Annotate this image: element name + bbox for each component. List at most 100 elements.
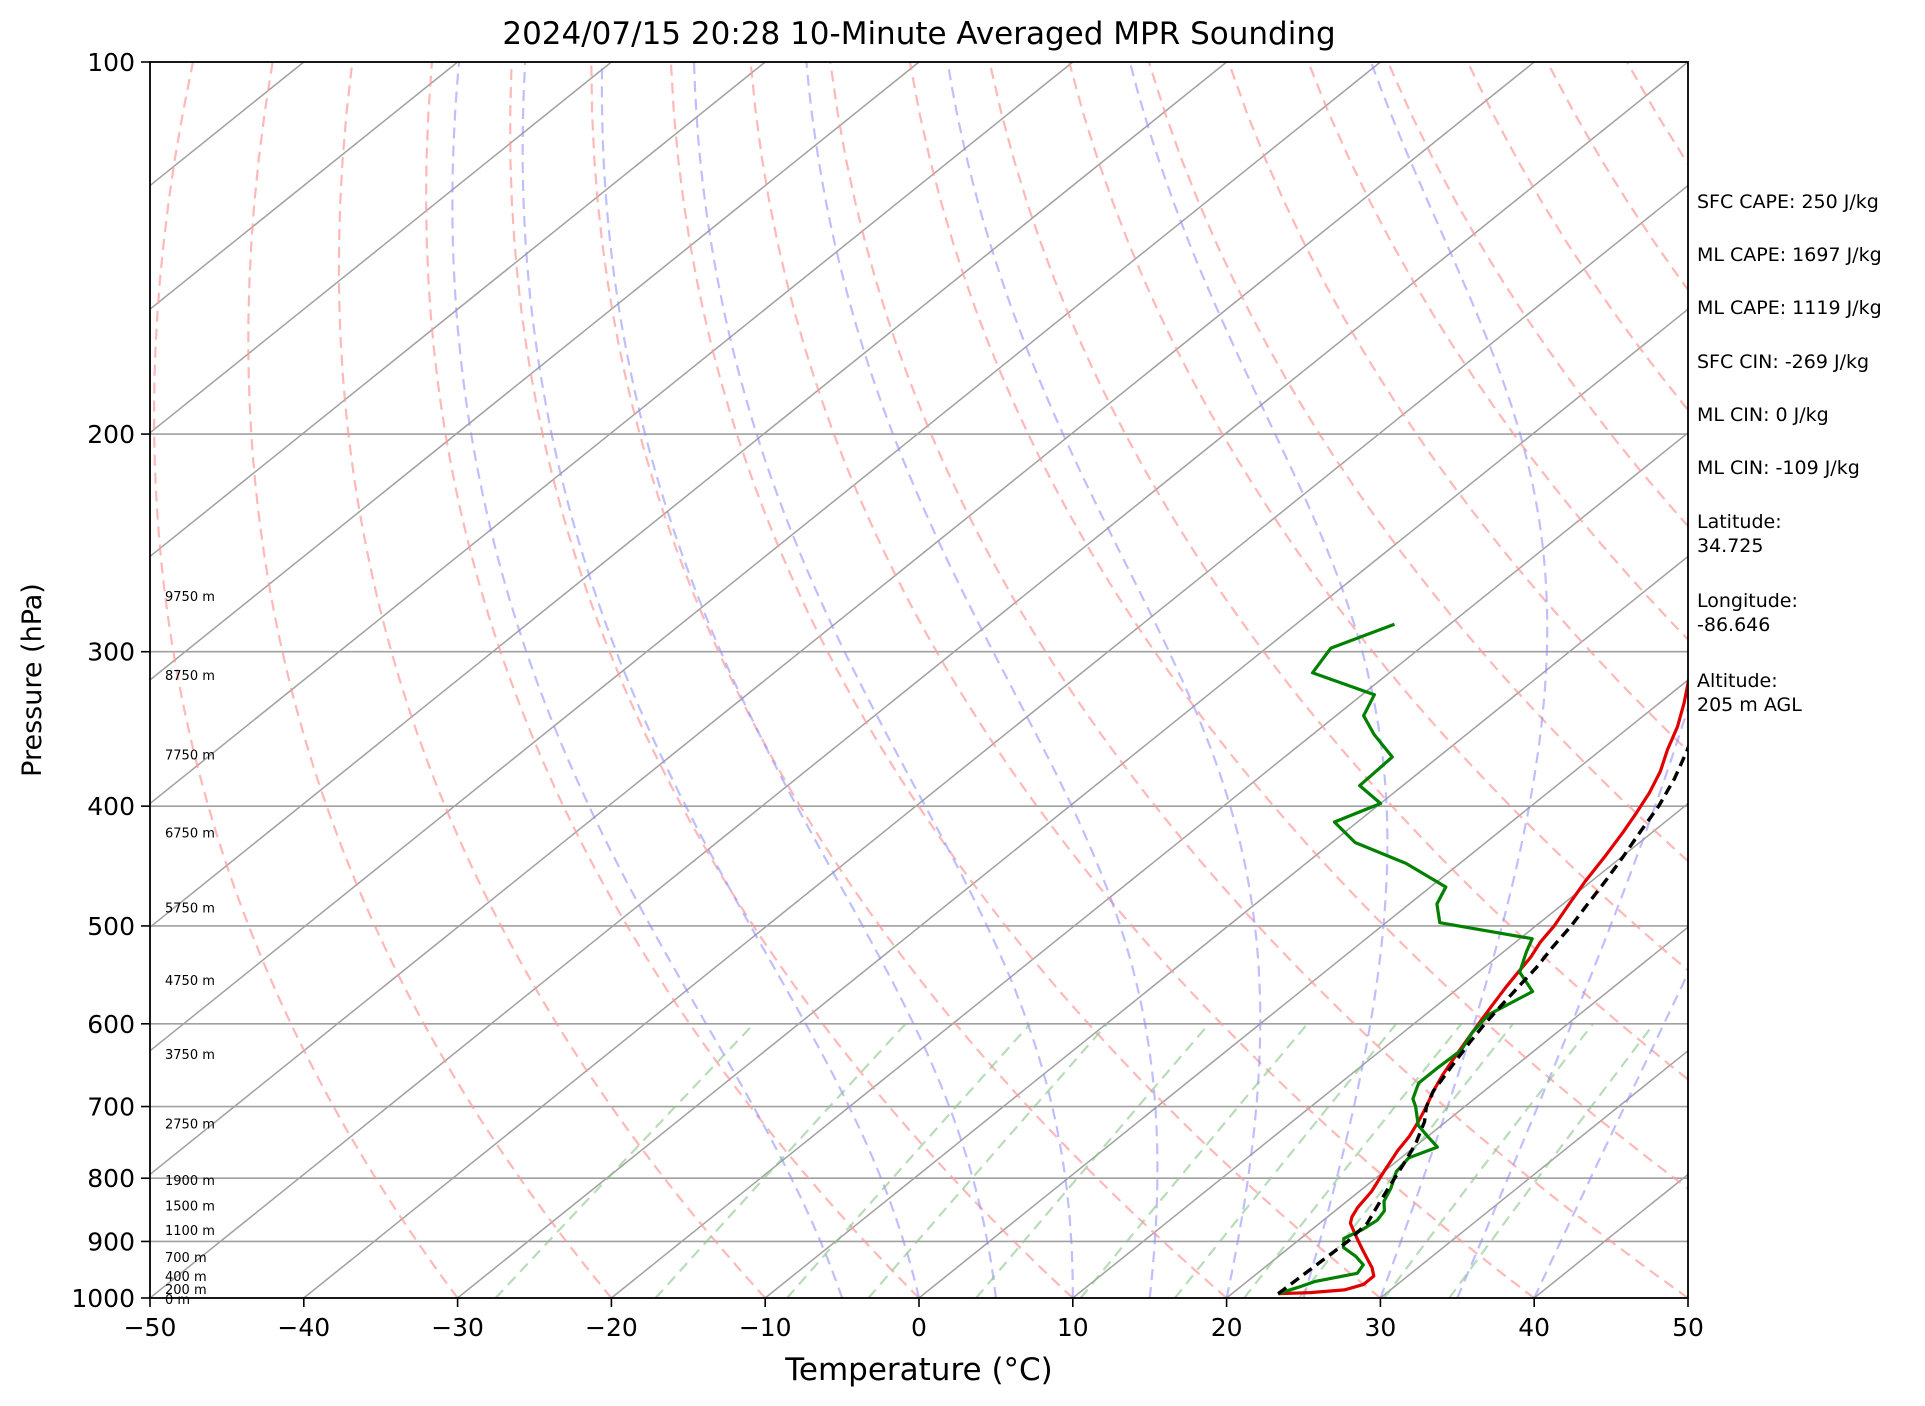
sounding-series — [1277, 622, 1688, 1296]
dry-adiabat-line — [152, 62, 459, 1298]
moist-adiabat-line — [1456, 62, 1688, 1298]
height-label: 5750 m — [165, 901, 215, 916]
dry-adiabat-line — [509, 62, 1074, 1298]
x-tick-label: 0 — [911, 1313, 927, 1342]
ml-cape-text: ML CAPE: 1697 J/kg — [1697, 244, 1882, 266]
x-axis-label: Temperature (°C) — [784, 1352, 1053, 1388]
x-tick-label: 30 — [1364, 1313, 1396, 1342]
height-label: 7750 m — [165, 749, 215, 764]
dry-adiabat-line — [247, 62, 613, 1298]
y-tick-label: 500 — [87, 912, 135, 941]
ml-cape-2-text: ML CAPE: 1119 J/kg — [1697, 297, 1882, 319]
mixing-ratio-line — [1174, 1023, 1398, 1298]
isotherm-line — [150, 62, 1228, 929]
mixing-ratio-line — [1079, 1023, 1309, 1298]
parcel-series-line — [1277, 742, 1688, 1296]
isotherm-line — [150, 62, 1535, 1176]
x-tick-label: 40 — [1518, 1313, 1550, 1342]
height-label: 1500 m — [165, 1199, 215, 1214]
height-label: 2750 m — [165, 1118, 215, 1133]
y-tick-label: 700 — [87, 1093, 135, 1122]
mixing-ratio-line — [867, 1023, 1109, 1298]
height-label: 1100 m — [165, 1224, 215, 1239]
mixing-ratio-line — [654, 1023, 907, 1298]
height-label: 4750 m — [165, 974, 215, 989]
chart-title: 2024/07/15 20:28 10-Minute Averaged MPR … — [502, 16, 1335, 52]
y-tick-label: 900 — [87, 1227, 135, 1256]
isotherm-line — [150, 62, 612, 434]
altitude-text: Altitude: 205 m AGL — [1697, 670, 1802, 716]
x-tick-label: −10 — [739, 1313, 792, 1342]
dry-adiabat-line — [1068, 62, 1688, 972]
y-tick-label: 100 — [87, 48, 135, 77]
ml-cin-2-text: ML CIN: -109 J/kg — [1697, 457, 1860, 479]
x-tick-label: −40 — [277, 1313, 330, 1342]
height-label: 3750 m — [165, 1048, 215, 1063]
isotherm-line — [150, 62, 920, 681]
isotherm-line — [150, 62, 766, 558]
y-tick-label: 800 — [87, 1164, 135, 1193]
x-tick-label: −50 — [124, 1313, 177, 1342]
isotherm-line — [303, 184, 1688, 1298]
height-label: 8750 m — [165, 669, 215, 684]
height-label: 0 m — [165, 1293, 190, 1308]
y-tick-label: 400 — [87, 792, 135, 821]
isotherm-line — [150, 62, 459, 311]
temperature-series-line — [1278, 675, 1688, 1296]
moist-adiabat-line — [521, 62, 921, 1298]
dry-adiabat-line — [749, 62, 1535, 1298]
height-label: 700 m — [165, 1251, 207, 1266]
x-tick-label: −30 — [431, 1313, 484, 1342]
isotherm-line — [457, 308, 1688, 1298]
x-tick-label: −20 — [585, 1313, 638, 1342]
height-label: 1900 m — [165, 1174, 215, 1189]
isotherm-line — [150, 62, 1381, 1052]
height-label: 9750 m — [165, 590, 215, 605]
mixing-ratio-line — [1383, 1023, 1594, 1298]
moist-adiabat-line — [1369, 62, 1549, 1298]
latitude-text: Latitude: 34.725 — [1697, 511, 1782, 557]
x-tick-label: 50 — [1672, 1313, 1704, 1342]
x-axis: −50 −40 −30 −20 −10 0 10 20 30 40 50 — [124, 1298, 1704, 1342]
y-axis-label: Pressure (hPa) — [17, 583, 48, 777]
isotherm-line — [150, 62, 1688, 1298]
isotherm-line — [1379, 1049, 1688, 1298]
mixing-ratio-line — [1448, 1023, 1655, 1298]
isotherm-line — [1226, 926, 1688, 1298]
height-label: 400 m — [165, 1270, 207, 1285]
mixing-ratio-line — [494, 1023, 755, 1298]
dry-adiabat-line — [908, 62, 1688, 1190]
dewpoint-series-line — [1277, 622, 1535, 1296]
longitude-text: Longitude: -86.646 — [1697, 590, 1798, 636]
isotherm-line — [1072, 802, 1688, 1298]
moist-adiabat-line — [451, 62, 844, 1298]
moist-adiabat-line — [692, 62, 1074, 1298]
x-tick-label: 10 — [1057, 1313, 1089, 1342]
dry-adiabat-line — [1147, 62, 1688, 863]
dry-adiabat-line — [829, 62, 1688, 1298]
moist-adiabat-line — [1128, 62, 1389, 1298]
y-tick-label: 600 — [87, 1010, 135, 1039]
height-label: 200 m — [165, 1283, 207, 1298]
dry-adiabat-line — [590, 62, 1228, 1298]
dry-adiabat-line — [337, 62, 767, 1298]
isotherm-line — [610, 431, 1688, 1298]
dry-adiabat-line — [1227, 62, 1688, 753]
moist-adiabat-line — [1533, 970, 1688, 1298]
dry-adiabat-line — [669, 62, 1382, 1298]
isotherm-line — [918, 679, 1688, 1298]
isotherm-line — [150, 62, 1074, 805]
dry-adiabat-line — [988, 62, 1688, 1081]
mixing-ratio-line — [1298, 1023, 1514, 1298]
ml-cin-text: ML CIN: 0 J/kg — [1697, 404, 1829, 426]
moist-adiabat-line — [600, 62, 997, 1298]
reference-lines — [150, 62, 1688, 1298]
sfc-cin-text: SFC CIN: -269 J/kg — [1697, 351, 1870, 373]
sfc-cape-text: SFC CAPE: 250 J/kg — [1697, 191, 1879, 213]
mixing-ratio-line — [1243, 1023, 1463, 1298]
height-label: 6750 m — [165, 827, 215, 842]
y-tick-label: 1000 — [71, 1284, 135, 1313]
